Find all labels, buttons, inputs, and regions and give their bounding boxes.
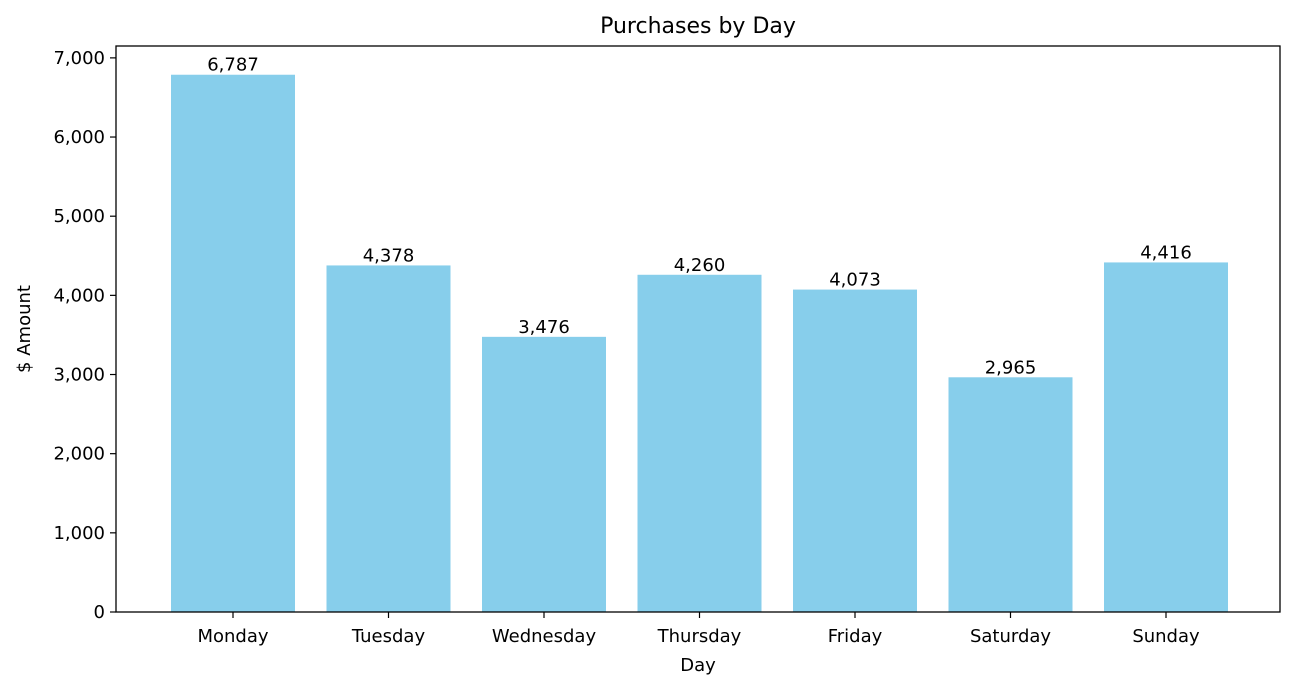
data-label-friday: 4,073 [829,270,881,291]
data-label-monday: 6,787 [207,55,259,76]
y-tick-label: 7,000 [53,48,105,69]
bar-wednesday [482,336,606,612]
bar-friday [793,289,917,612]
x-tick-label: Thursday [657,626,742,647]
plot-frame [115,45,1281,613]
y-tick-label: 2,000 [53,444,105,465]
bar-monday [171,74,295,613]
bar-thursday [637,274,762,612]
x-tick-label: Wednesday [492,626,597,647]
x-axis-label: Day [680,655,716,676]
bar-tuesday [326,265,451,612]
x-tick-label: Monday [197,626,268,647]
y-tick-label: 1,000 [53,523,105,544]
data-label-thursday: 4,260 [674,255,726,276]
x-tick-label: Tuesday [351,626,426,647]
data-label-saturday: 2,965 [985,357,1037,378]
y-tick-label: 4,000 [53,285,105,306]
data-label-sunday: 4,416 [1140,242,1192,263]
x-tick-label: Friday [828,626,883,647]
y-tick-label: 6,000 [53,127,105,148]
bar-saturday [948,377,1073,612]
y-tick-label: 0 [94,602,105,623]
data-label-tuesday: 4,378 [363,245,415,266]
y-axis-label: $ Amount [14,285,35,373]
x-tick-label: Saturday [970,626,1051,647]
x-tick-label: Sunday [1132,626,1200,647]
y-tick-label: 3,000 [53,365,105,386]
bar-sunday [1104,262,1228,612]
y-tick-label: 5,000 [53,206,105,227]
plot-area: 6,787 Monday 4,378 Tuesday 3,476 Wednesday 4,2… [53,45,1281,647]
data-label-wednesday: 3,476 [518,317,570,338]
chart-title: Purchases by Day [600,14,796,39]
